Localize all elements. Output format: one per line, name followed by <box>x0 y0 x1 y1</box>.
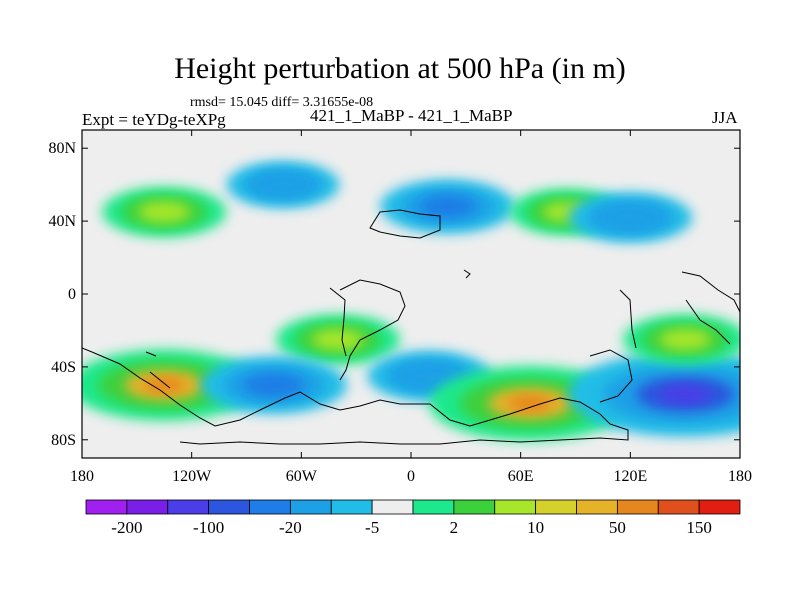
anomaly-core <box>243 373 305 398</box>
anomaly-core <box>138 201 191 223</box>
anomaly-core <box>419 195 476 218</box>
coastlines <box>82 209 740 445</box>
x-tick-label: 0 <box>407 468 415 485</box>
colorbar-swatch <box>698 499 741 515</box>
negative-anomaly-10 <box>568 351 740 437</box>
colorbar-swatch <box>576 499 618 515</box>
colorbar-label: 50 <box>609 518 626 537</box>
y-tick-label: 40N <box>48 213 76 230</box>
colorbar-swatch <box>412 499 455 515</box>
y-axis-ticks: 80N 40N 0 40S 80S <box>48 140 740 449</box>
colorbar-label: 2 <box>450 518 459 537</box>
colorbar-label: -20 <box>279 518 302 537</box>
anomaly-core <box>604 206 657 228</box>
x-axis-ticks: 180 120W 60W 0 60E 120E 180 <box>70 130 752 485</box>
anomaly-peak <box>143 377 186 393</box>
x-tick-label: 60E <box>508 468 534 485</box>
x-tick-label: 180 <box>728 468 752 485</box>
contour-field <box>82 130 740 458</box>
anomaly-core <box>659 329 712 351</box>
stats-label: rmsd= 15.045 diff= 3.31655e-08 <box>190 95 374 110</box>
anomaly-core <box>311 329 364 351</box>
colorbar-swatch <box>85 499 128 515</box>
negative-anomaly-4 <box>568 192 693 243</box>
colorbar: -200 -100 -20 -5 2 10 50 150 <box>85 499 741 537</box>
chart-title: Height perturbation at 500 hPa (in m) <box>174 52 626 85</box>
colorbar-swatch <box>208 499 250 515</box>
colorbar-label: 150 <box>686 518 712 537</box>
y-tick-label: 40S <box>51 359 76 376</box>
colorbar-swatch <box>249 499 291 515</box>
colorbar-swatch <box>494 499 537 515</box>
positive-anomaly-0 <box>102 187 227 237</box>
positive-anomaly-9 <box>429 366 631 441</box>
colorbar-swatch <box>126 499 169 515</box>
colorbar-swatch <box>330 499 373 515</box>
colorbar-swatch <box>371 499 414 515</box>
y-tick-label: 80N <box>48 140 76 157</box>
x-tick-label: 120W <box>172 468 212 485</box>
positive-anomaly-5 <box>275 314 400 365</box>
colorbar-label: -200 <box>111 518 142 537</box>
colorbar-label: -5 <box>365 518 379 537</box>
colorbar-swatch <box>453 499 496 515</box>
anomaly-peak <box>507 395 552 412</box>
negative-anomaly-7 <box>200 356 347 414</box>
anomaly-core <box>403 365 456 387</box>
colorbar-label: -100 <box>193 518 224 537</box>
colorbar-label: 10 <box>527 518 544 537</box>
anomaly-peak <box>659 384 711 404</box>
season-label: JJA <box>712 108 738 127</box>
y-tick-label: 80S <box>51 432 76 449</box>
positive-anomaly-6 <box>82 349 260 421</box>
positive-anomaly-11 <box>623 314 740 365</box>
x-tick-label: 60W <box>286 468 318 485</box>
colorbar-swatch <box>616 499 659 515</box>
negative-anomaly-2 <box>226 161 340 208</box>
anomaly-core <box>259 174 307 195</box>
colorbar-swatch <box>167 499 210 515</box>
x-tick-label: 120E <box>613 468 647 485</box>
colorbar-swatch <box>535 499 577 515</box>
case-label: 421_1_MaBP - 421_1_MaBP <box>310 106 513 125</box>
experiment-label: Expt = teYDg-teXPg <box>82 110 226 129</box>
y-tick-label: 0 <box>68 286 76 303</box>
x-tick-label: 180 <box>70 468 94 485</box>
colorbar-swatch <box>289 499 332 515</box>
colorbar-swatch <box>657 499 700 515</box>
negative-anomaly-1 <box>380 179 516 234</box>
